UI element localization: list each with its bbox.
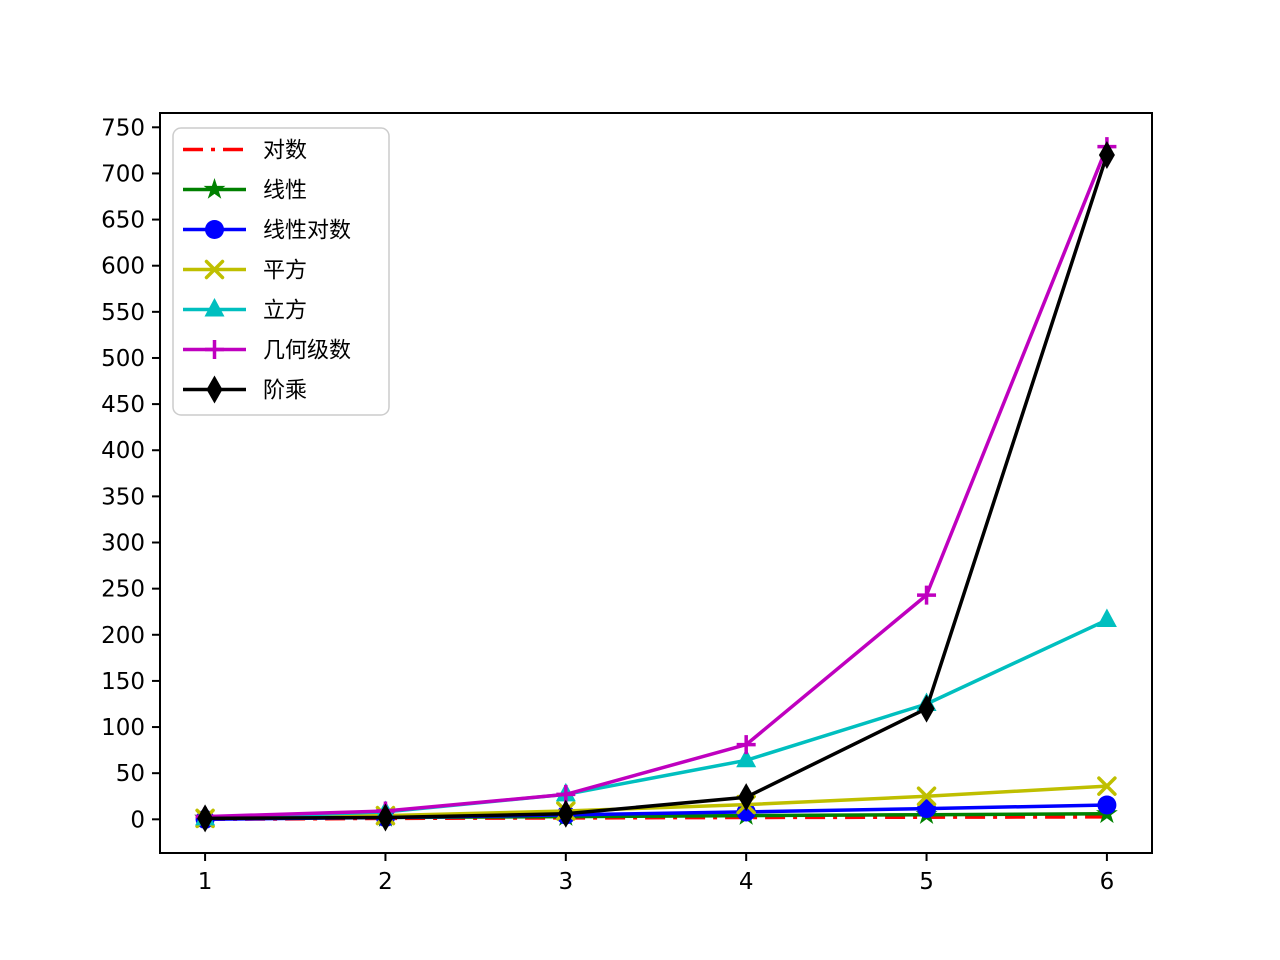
- plus-marker: [736, 735, 756, 755]
- series-line-5: [205, 146, 1109, 819]
- diamond-marker: [557, 799, 574, 828]
- y-tick-label: 450: [101, 392, 145, 418]
- circle-marker: [1097, 795, 1117, 815]
- diamond-marker: [1098, 140, 1115, 169]
- diamond-marker: [738, 783, 755, 812]
- diamond-marker: [918, 694, 935, 723]
- x-tick-label: 5: [919, 869, 934, 895]
- plus-marker: [917, 585, 937, 605]
- x-tick-label: 4: [739, 869, 754, 895]
- diamond-marker: [197, 804, 214, 833]
- series-line-6: [205, 154, 1109, 821]
- legend-item: 平方: [183, 259, 307, 284]
- legend-box: [172, 127, 390, 416]
- x-tick-label: 3: [558, 869, 573, 895]
- diamond-marker: [206, 375, 223, 404]
- triangle-marker: [204, 298, 225, 317]
- y-tick-label: 250: [101, 577, 145, 603]
- y-tick-label: 150: [101, 669, 145, 695]
- y-tick-label: 550: [101, 300, 145, 326]
- y-tick-label: 350: [101, 484, 145, 510]
- legend-item: 阶乘: [183, 375, 307, 404]
- legend-item: 几何级数: [183, 339, 351, 364]
- legend-item: 线性对数: [183, 219, 351, 244]
- x-tick-label: 6: [1100, 869, 1115, 895]
- circle-marker: [205, 220, 224, 239]
- plot-border: [159, 112, 1153, 854]
- legend-item: 对数: [183, 139, 307, 164]
- y-tick-label: 700: [101, 161, 145, 187]
- legend-label: 平方: [263, 259, 307, 284]
- x-marker: [916, 786, 937, 807]
- y-tick-label: 50: [116, 761, 145, 787]
- legend-label: 立方: [263, 299, 307, 324]
- y-tick-label: 650: [101, 208, 145, 234]
- x-marker: [204, 259, 225, 280]
- legend-item: 立方: [183, 298, 307, 324]
- legend-label: 线性: [263, 179, 307, 204]
- series-6: [197, 140, 1115, 833]
- triangle-marker: [1096, 608, 1117, 628]
- legend-label: 对数: [263, 139, 307, 164]
- legend-label: 几何级数: [263, 339, 351, 364]
- triangle-marker: [736, 748, 757, 768]
- y-tick-label: 600: [101, 254, 145, 280]
- x-tick-label: 2: [378, 869, 393, 895]
- y-tick-label: 750: [101, 115, 145, 141]
- y-tick-label: 300: [101, 531, 145, 557]
- legend-label: 阶乘: [263, 379, 307, 404]
- legend-label: 线性对数: [263, 219, 351, 244]
- legend-item: 线性: [183, 178, 307, 204]
- diamond-marker: [377, 803, 394, 832]
- axes-group: 1 2 3 4 5 6 0 50 100 150 200 250 300 350 400 450 500 550 6…: [101, 115, 1114, 895]
- x-marker: [1097, 776, 1117, 796]
- y-tick-label: 0: [130, 807, 145, 833]
- y-tick-label: 100: [101, 715, 145, 741]
- plus-marker: [205, 340, 224, 359]
- star-marker: [203, 178, 226, 199]
- x-tick-label: 1: [198, 869, 213, 895]
- y-tick-label: 500: [101, 346, 145, 372]
- y-tick-label: 400: [101, 438, 145, 464]
- y-tick-label: 200: [101, 623, 145, 649]
- circle-marker: [917, 799, 937, 819]
